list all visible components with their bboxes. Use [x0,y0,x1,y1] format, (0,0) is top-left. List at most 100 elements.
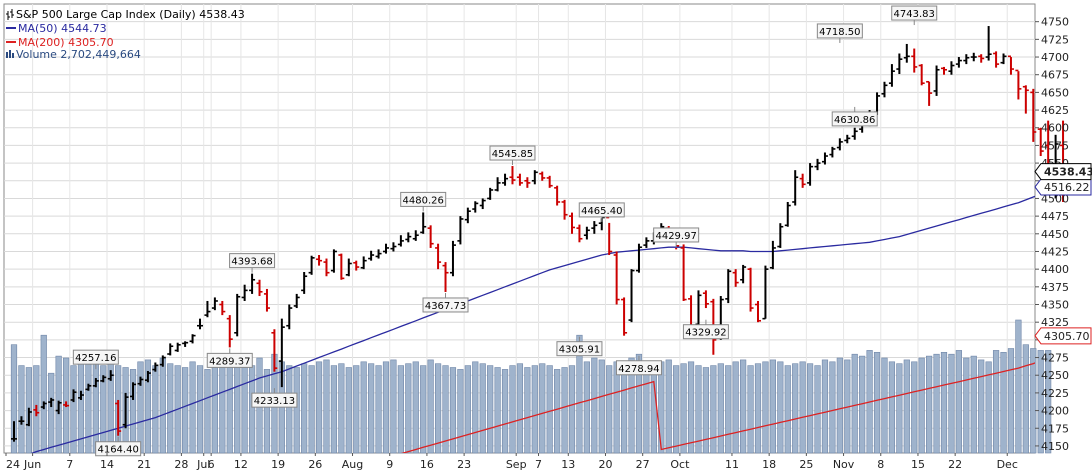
price-bar [643,237,650,248]
price-bar [464,207,471,224]
price-bar [948,61,955,75]
volume-bar [992,350,1000,454]
volume-bar [643,365,650,454]
volume-bar [725,365,732,454]
volume-bar [576,334,583,454]
price-bar [353,260,360,271]
volume-bar [494,367,501,454]
price-bar [308,255,315,275]
price-bar [159,355,166,367]
volume-bar [182,367,189,454]
volume-bar [293,367,300,454]
volume-bar [680,363,687,454]
volume-bar [926,355,933,454]
volume-bar [769,359,776,454]
callout-label: 4393.68 [231,257,272,268]
price-bar [427,225,434,248]
price-bar [167,343,174,356]
y-tick-label: 4350 [1041,299,1069,312]
volume-bar [717,363,724,454]
volume-bar [464,365,471,454]
volume-bar [360,361,367,454]
price-bar [591,221,598,234]
price-bar [993,51,1000,68]
x-tick-label: 28 [174,458,188,471]
volume-bar [509,365,516,454]
price-callout: 4429.97 [653,227,700,247]
callout-label: 4545.85 [492,149,533,160]
volume-bar [241,363,248,454]
volume-bar [620,363,628,454]
price-bar [1007,55,1014,75]
volume-bar [740,359,747,454]
volume-bar [903,359,910,454]
price-bar [821,152,828,165]
x-tick-label: Aug [342,458,363,471]
price-callout: 4718.50 [816,23,863,43]
volume-bar [420,365,427,454]
price-bar [40,401,47,410]
y-tick-label: 4500 [1041,192,1069,205]
volume-bar [777,361,784,454]
y-tick-label: 4750 [1041,16,1069,29]
price-bar [63,401,70,408]
price-bar [256,279,263,297]
price-bar [263,288,270,312]
volume-bar [1022,344,1029,454]
volume-bar [457,369,464,454]
volume-bar [673,365,680,454]
callout-label: 4305.91 [559,345,600,356]
moving-average-layer [30,195,1035,453]
price-bar [941,66,947,75]
y-tick-label: 4725 [1041,33,1069,46]
volume-bar [382,361,390,454]
volume-bar [234,359,241,454]
volume-bar [405,363,412,454]
volume-bar [226,361,233,454]
price-bar [115,399,122,436]
volume-bar [754,363,762,454]
price-bar [33,404,40,417]
price-bar [546,175,553,188]
price-bar [92,378,99,388]
volume-bar [546,365,553,454]
price-bar [397,235,404,247]
callout-box [816,23,863,39]
price-bar [814,158,821,171]
volume-bar [286,365,293,454]
callout-box [682,324,729,340]
volume-bar [196,365,204,454]
volume-bar [40,334,47,454]
volume-bar [933,353,940,454]
chart-title: S&P 500 Large Cap Index (Daily) 4538.43 [16,8,245,21]
x-tick-label: Jun [23,458,41,471]
price-bar [271,329,278,372]
volume-bar [189,361,196,454]
volume-bar [829,361,836,454]
volume-bar [665,359,672,454]
volume-bar [85,359,92,454]
price-callout: 4480.26 [400,191,447,212]
volume-bar [144,359,152,454]
volume-bar [583,361,590,454]
volume-bar [531,365,538,454]
callout-label: 4164.40 [97,445,138,456]
volume-bar [442,365,449,454]
volume-bar [978,359,985,454]
price-last-label-box [1034,163,1092,181]
ma200-last-label-box [1034,327,1092,345]
volume-bar [323,359,330,454]
volume-bar [762,361,769,454]
price-bar [278,318,285,388]
price-bar [122,392,129,429]
volume-bar [658,361,665,454]
price-bar [449,240,456,277]
volume-bar [1015,319,1022,454]
callout-label: 4429.97 [655,231,696,242]
volume-bar [554,369,561,454]
volume-bar [806,363,814,454]
callout-label: 4233.13 [254,396,295,407]
price-bar [197,318,203,330]
price-bar [702,290,709,309]
ma50-last-label-text: 4516.22 [1044,181,1090,194]
